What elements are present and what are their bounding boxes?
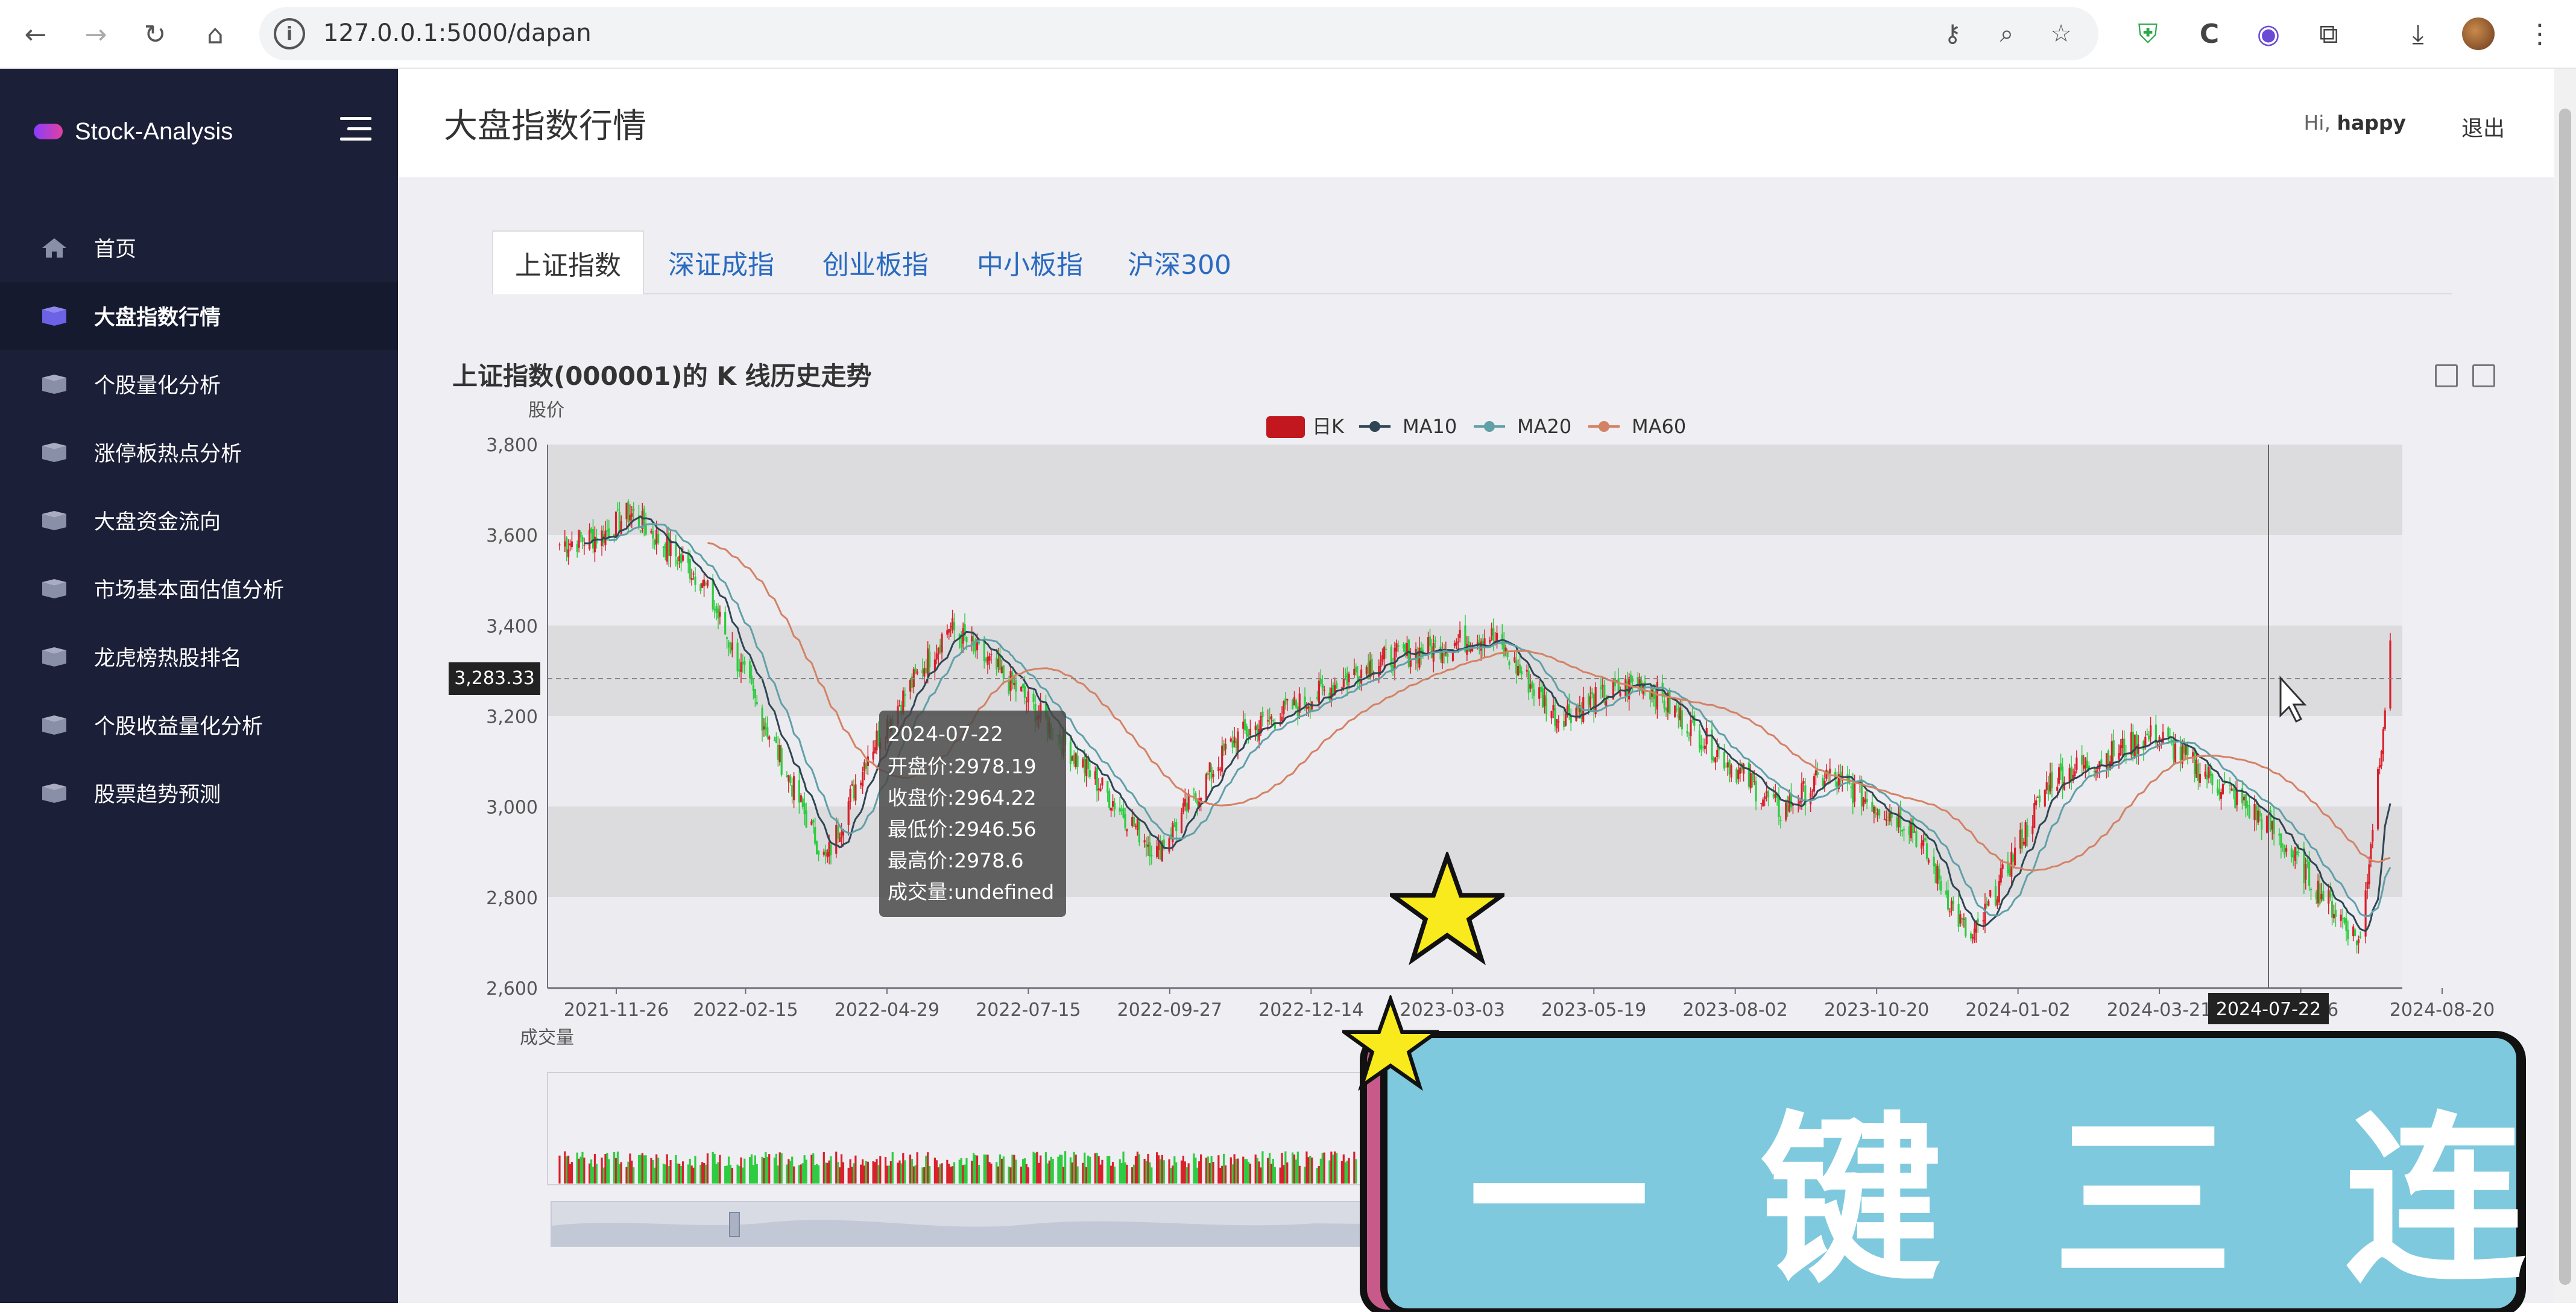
bookmark-star-icon[interactable]: ☆ [2050, 20, 2072, 48]
box-icon [40, 578, 69, 600]
scrollbar-thumb[interactable] [2559, 109, 2571, 1285]
home-icon [40, 237, 69, 259]
star-icon [1342, 995, 1439, 1091]
c-extension-icon[interactable]: C [2199, 18, 2220, 49]
sidebar-item-trend-forecast[interactable]: 股票趋势预测 [0, 759, 398, 827]
sidebar-item-dragon-tiger[interactable]: 龙虎榜热股排名 [0, 623, 398, 691]
tab-sme[interactable]: 中小板指 [977, 250, 1083, 280]
page-scrollbar[interactable] [2554, 69, 2576, 1303]
sidebar-item-label: 涨停板热点分析 [94, 442, 242, 466]
sidebar-item-home[interactable]: 首页 [0, 214, 398, 282]
promo-overlay: 一 键 三 连 [1360, 1031, 2526, 1312]
index-tabs: 上证指数 深证成指 创业板指 中小板指 沪深300 [492, 230, 2452, 294]
page-header: 大盘指数行情 Hi, happy 退出 [398, 69, 2554, 177]
tab-shanghai[interactable]: 上证指数 [492, 230, 644, 294]
extensions-puzzle-icon[interactable]: ⧉ [2319, 18, 2338, 49]
box-icon [40, 714, 69, 736]
zoom-icon[interactable]: ⌕ [2000, 20, 2014, 48]
tab-csi300[interactable]: 沪深300 [1128, 250, 1231, 280]
sidebar-menu: 首页 大盘指数行情 个股量化分析 涨停板热点分析 大盘资金流向 [0, 214, 398, 827]
sidebar-item-label: 大盘资金流向 [94, 510, 221, 534]
sidebar-item-label: 首页 [94, 238, 137, 262]
box-icon [40, 442, 69, 463]
site-info-icon[interactable]: i [274, 18, 305, 49]
reload-icon[interactable]: ↻ [144, 19, 166, 50]
box-icon [40, 782, 69, 804]
box-icon [40, 646, 69, 668]
password-key-icon[interactable]: ⚷ [1943, 20, 1962, 48]
box-icon [40, 305, 69, 327]
sidebar-item-label: 股票趋势预测 [94, 783, 221, 807]
sidebar: Stock-Analysis 首页 大盘指数行情 个股量化分析 [0, 69, 398, 1303]
star-icon [1390, 852, 1504, 966]
sidebar-item-label: 大盘指数行情 [94, 306, 221, 330]
sidebar-item-capital-flow[interactable]: 大盘资金流向 [0, 486, 398, 554]
zoom-area-icon[interactable] [2435, 364, 2458, 387]
page-title: 大盘指数行情 [444, 107, 646, 146]
promo-text: 一 键 三 连 [1468, 1096, 2549, 1307]
browser-toolbar: ← → ↻ ⌂ i 127.0.0.1:5000/dapan ⚷ ⌕ ☆ ⛨ C… [0, 0, 2576, 69]
sidebar-item-limit-up[interactable]: 涨停板热点分析 [0, 418, 398, 486]
user-greeting: Hi, happy [2303, 111, 2406, 135]
logout-link[interactable]: 退出 [2461, 116, 2505, 141]
address-bar[interactable]: i 127.0.0.1:5000/dapan ⚷ ⌕ ☆ [259, 7, 2098, 60]
promo-card [1380, 1031, 2524, 1312]
zoom-reset-icon[interactable] [2472, 364, 2495, 387]
tab-shenzhen[interactable]: 深证成指 [668, 250, 774, 280]
shield-extension-icon[interactable]: ⛨ [2138, 18, 2158, 49]
browser-menu-icon[interactable]: ⋮ [2527, 18, 2553, 49]
forward-arrow-icon[interactable]: → [84, 19, 107, 50]
sidebar-item-label: 市场基本面估值分析 [94, 578, 285, 603]
username[interactable]: happy [2337, 111, 2406, 135]
avatar[interactable] [2459, 14, 2498, 53]
ai-extension-icon[interactable]: ◉ [2256, 18, 2281, 49]
box-icon [40, 373, 69, 395]
url-text[interactable]: 127.0.0.1:5000/dapan [323, 19, 592, 47]
brand-logo-icon [34, 124, 63, 139]
sidebar-item-returns[interactable]: 个股收益量化分析 [0, 691, 398, 759]
back-arrow-icon[interactable]: ← [24, 19, 47, 50]
tab-chinext[interactable]: 创业板指 [822, 250, 929, 280]
home-icon[interactable]: ⌂ [207, 19, 224, 50]
sidebar-item-label: 个股收益量化分析 [94, 715, 264, 739]
sidebar-item-index-quotes[interactable]: 大盘指数行情 [0, 282, 398, 350]
menu-toggle-icon[interactable] [338, 116, 371, 142]
brand[interactable]: Stock-Analysis [34, 113, 233, 150]
chart-title: 上证指数(000001)的 K 线历史走势 [452, 361, 872, 391]
box-icon [40, 510, 69, 531]
greeting-text: Hi, [2303, 111, 2331, 135]
sidebar-item-label: 龙虎榜热股排名 [94, 647, 242, 671]
sidebar-item-stock-quant[interactable]: 个股量化分析 [0, 350, 398, 418]
brand-name: Stock-Analysis [75, 118, 233, 145]
sidebar-item-valuation[interactable]: 市场基本面估值分析 [0, 554, 398, 623]
sidebar-item-label: 个股量化分析 [94, 374, 221, 398]
download-icon[interactable]: ⤓ [2412, 18, 2424, 49]
